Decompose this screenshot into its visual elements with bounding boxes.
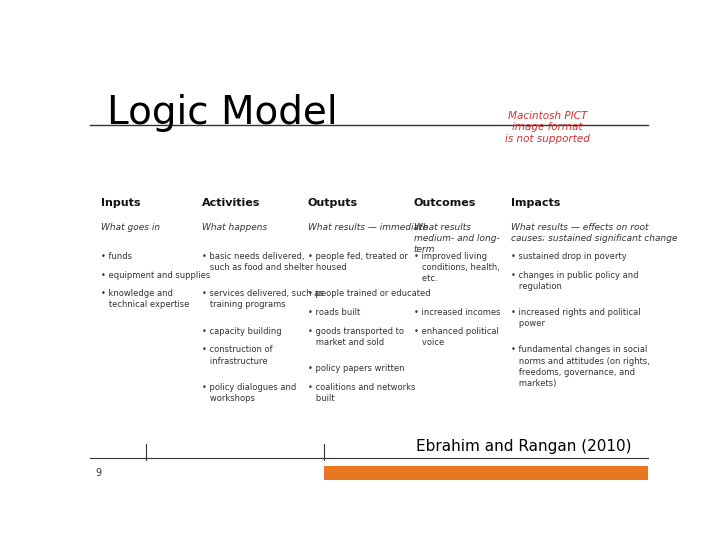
Text: • roads built: • roads built xyxy=(307,308,360,317)
Text: • increased rights and political
   power: • increased rights and political power xyxy=(511,308,641,328)
Text: Macintosh PICT
image format
is not supported: Macintosh PICT image format is not suppo… xyxy=(505,111,590,144)
Text: • people trained or educated: • people trained or educated xyxy=(307,289,431,298)
Text: What happens: What happens xyxy=(202,223,267,232)
Text: • capacity building: • capacity building xyxy=(202,327,282,336)
Text: • sustained drop in poverty: • sustained drop in poverty xyxy=(511,252,627,261)
Text: Outputs: Outputs xyxy=(307,198,358,208)
Text: • increased incomes: • increased incomes xyxy=(413,308,500,317)
Text: 9: 9 xyxy=(96,468,102,478)
Text: • improved living
   conditions, health,
   etc.: • improved living conditions, health, et… xyxy=(413,252,500,283)
Text: • enhanced political
   voice: • enhanced political voice xyxy=(413,327,498,347)
Text: • construction of
   infrastructure: • construction of infrastructure xyxy=(202,346,272,366)
Text: • basic needs delivered,
   such as food and shelter: • basic needs delivered, such as food an… xyxy=(202,252,313,272)
Text: • policy papers written: • policy papers written xyxy=(307,364,404,373)
Text: What results — effects on root
causes; sustained significant change: What results — effects on root causes; s… xyxy=(511,223,678,243)
Text: Outcomes: Outcomes xyxy=(413,198,476,208)
Text: • equipment and supplies: • equipment and supplies xyxy=(101,271,210,280)
Text: • services delivered, such as
   training programs: • services delivered, such as training p… xyxy=(202,289,323,309)
Text: Logic Model: Logic Model xyxy=(107,94,338,132)
Text: Ebrahim and Rangan (2010): Ebrahim and Rangan (2010) xyxy=(415,439,631,454)
Text: What results
medium- and long-
term: What results medium- and long- term xyxy=(413,223,500,254)
FancyBboxPatch shape xyxy=(324,467,648,480)
Text: • policy dialogues and
   workshops: • policy dialogues and workshops xyxy=(202,383,296,403)
Text: • knowledge and
   technical expertise: • knowledge and technical expertise xyxy=(101,289,189,309)
Text: Impacts: Impacts xyxy=(511,198,561,208)
Text: • funds: • funds xyxy=(101,252,132,261)
Text: • fundamental changes in social
   norms and attitudes (on rights,
   freedoms, : • fundamental changes in social norms an… xyxy=(511,346,650,388)
Text: • goods transported to
   market and sold: • goods transported to market and sold xyxy=(307,327,404,347)
Text: Inputs: Inputs xyxy=(101,198,140,208)
Text: • people fed, treated or
   housed: • people fed, treated or housed xyxy=(307,252,408,272)
Text: • coalitions and networks
   built: • coalitions and networks built xyxy=(307,383,415,403)
Text: What goes in: What goes in xyxy=(101,223,161,232)
Text: Activities: Activities xyxy=(202,198,260,208)
Text: What results — immediate: What results — immediate xyxy=(307,223,428,232)
Text: • changes in public policy and
   regulation: • changes in public policy and regulatio… xyxy=(511,271,639,291)
